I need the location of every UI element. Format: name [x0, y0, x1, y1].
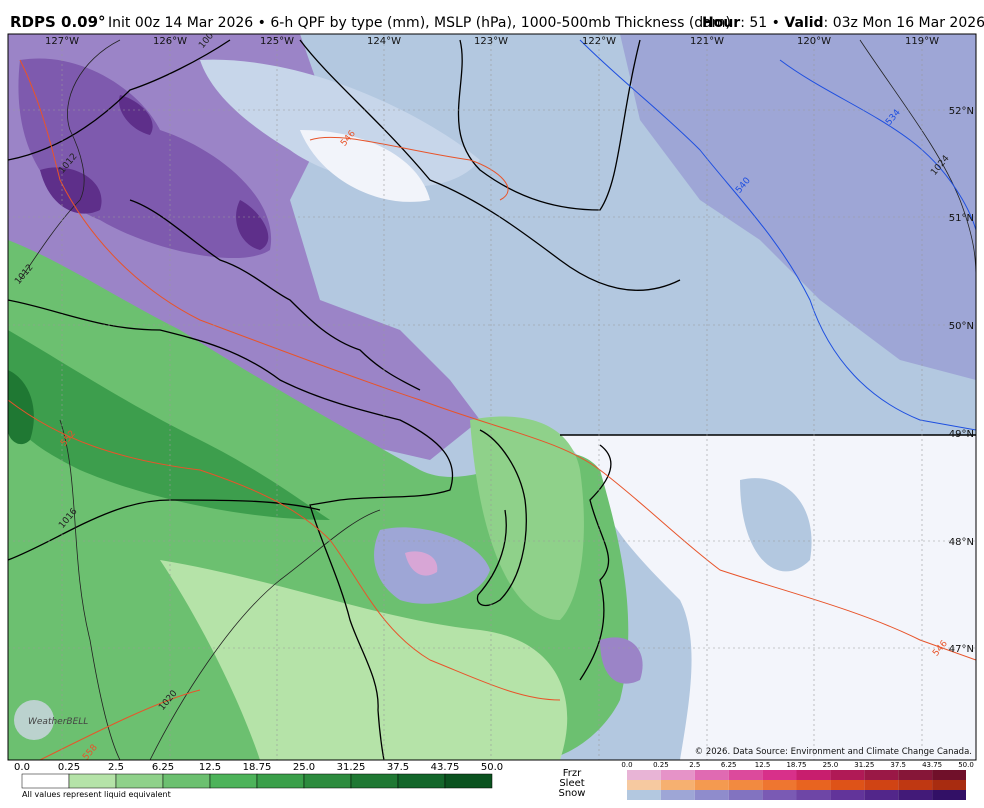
type-swatch — [627, 780, 661, 790]
type-swatch — [728, 780, 763, 790]
rain-swatch — [21, 773, 70, 789]
precip-type-label: Frzr — [563, 768, 582, 779]
longitude-label: 122°W — [582, 36, 616, 47]
type-swatch — [660, 790, 695, 800]
type-tick-label: 0.0 — [621, 761, 632, 769]
rain-tick-label: 0.25 — [58, 762, 80, 773]
credit: © 2026. Data Source: Environment and Cli… — [695, 747, 972, 757]
type-swatch — [694, 790, 729, 800]
type-tick-label: 31.25 — [854, 761, 874, 769]
type-swatch — [694, 770, 729, 780]
longitude-label: 124°W — [367, 36, 401, 47]
hour-label: Hour: 51 • Valid: 03z Mon 16 Mar 2026 — [702, 15, 984, 31]
longitude-label: 123°W — [474, 36, 508, 47]
type-tick-label: 6.25 — [721, 761, 737, 769]
type-swatch — [898, 790, 933, 800]
rain-swatch — [209, 773, 258, 789]
type-swatch — [796, 770, 831, 780]
type-swatch — [864, 770, 899, 780]
rain-tick-label: 18.75 — [243, 762, 272, 773]
type-swatch — [660, 780, 695, 790]
longitude-label: 127°W — [45, 36, 79, 47]
legend-note: All values represent liquid equivalent — [22, 790, 171, 799]
type-tick-label: 25.0 — [823, 761, 839, 769]
rain-tick-label: 12.5 — [199, 762, 221, 773]
type-swatch — [762, 770, 797, 780]
precip-type-label: Sleet — [559, 778, 584, 789]
longitude-label: 121°W — [690, 36, 724, 47]
type-swatch — [830, 780, 865, 790]
type-swatch — [627, 770, 661, 780]
type-swatch — [932, 790, 966, 800]
type-tick-label: 18.75 — [786, 761, 806, 769]
latitude-label: 51°N — [949, 213, 974, 224]
map: 127°W 126°W 125°W 124°W 123°W 122°W 121°W 120°W… — [8, 34, 976, 760]
type-swatch — [932, 770, 966, 780]
longitude-label: 126°W — [153, 36, 187, 47]
latitude-label: 47°N — [949, 644, 974, 655]
type-swatch — [762, 790, 797, 800]
rain-swatch — [162, 773, 211, 789]
type-swatch — [660, 770, 695, 780]
type-swatch — [762, 780, 797, 790]
rain-tick-label: 6.25 — [152, 762, 174, 773]
type-swatch — [830, 790, 865, 800]
rain-swatch — [397, 773, 446, 789]
type-tick-label: 50.0 — [958, 761, 974, 769]
longitude-label: 119°W — [905, 36, 939, 47]
type-swatch — [796, 780, 831, 790]
type-swatch — [830, 770, 865, 780]
run-info: Init 00z 14 Mar 2026 • 6-h QPF by type (… — [108, 15, 731, 31]
type-swatch — [694, 780, 729, 790]
type-swatch — [728, 770, 763, 780]
type-swatch — [898, 780, 933, 790]
type-tick-label: 43.75 — [922, 761, 942, 769]
rain-swatch — [303, 773, 352, 789]
latitude-label: 48°N — [949, 537, 974, 548]
type-tick-label: 0.25 — [653, 761, 669, 769]
rain-swatch — [68, 773, 117, 789]
type-swatch — [627, 790, 661, 800]
latitude-label: 50°N — [949, 321, 974, 332]
rain-tick-label: 31.25 — [337, 762, 366, 773]
model-name: RDPS 0.09° — [10, 13, 106, 31]
type-swatch — [898, 770, 933, 780]
longitude-label: 125°W — [260, 36, 294, 47]
rain-swatch — [350, 773, 399, 789]
longitude-label: 120°W — [797, 36, 831, 47]
rain-tick-label: 43.75 — [431, 762, 460, 773]
rain-swatch — [115, 773, 164, 789]
type-tick-label: 37.5 — [890, 761, 906, 769]
type-swatch — [796, 790, 831, 800]
type-tick-label: 2.5 — [689, 761, 700, 769]
latitude-label: 52°N — [949, 106, 974, 117]
type-swatch — [932, 780, 966, 790]
type-swatch — [728, 790, 763, 800]
rain-tick-label: 0.0 — [14, 762, 30, 773]
precip-type-label: Snow — [559, 788, 586, 799]
rain-swatch — [444, 773, 493, 789]
rain-swatch — [256, 773, 305, 789]
type-tick-label: 12.5 — [755, 761, 771, 769]
rain-tick-label: 37.5 — [387, 762, 409, 773]
type-swatch — [864, 780, 899, 790]
rain-tick-label: 2.5 — [108, 762, 124, 773]
logo: WeatherBELL — [28, 717, 88, 727]
rain-tick-label: 50.0 — [481, 762, 503, 773]
rain-tick-label: 25.0 — [293, 762, 315, 773]
latitude-label: 49°N — [949, 429, 974, 440]
type-swatch — [864, 790, 899, 800]
